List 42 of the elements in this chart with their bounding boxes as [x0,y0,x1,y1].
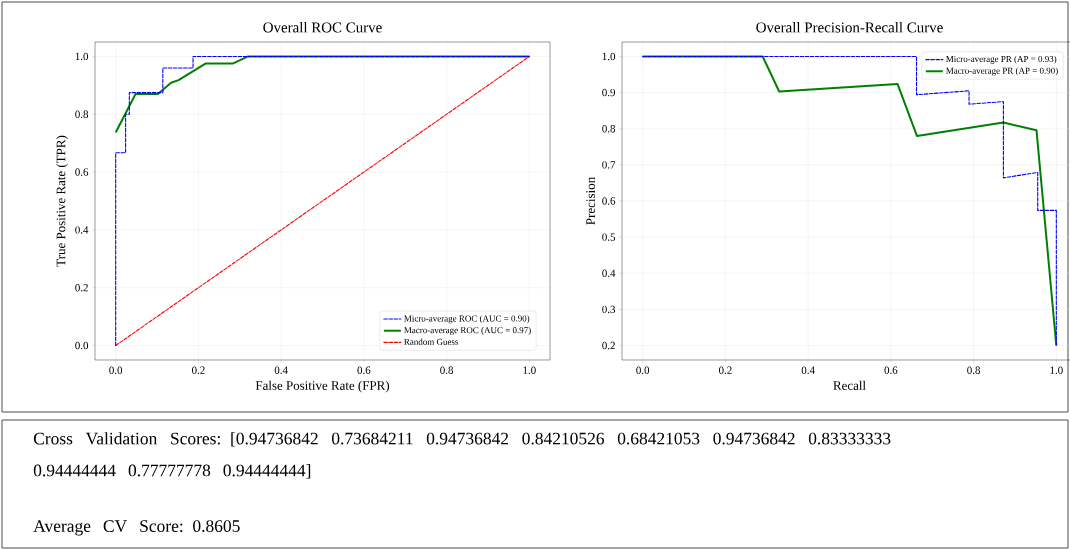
y-tick-label: 0.5 [602,233,616,241]
y-tick-label: 0.6 [75,168,89,176]
x-axis-title: Recall [833,380,866,390]
y-tick-label: 0.4 [602,269,616,277]
x-axis-title: False Positive Rate (FPR) [255,380,390,393]
chart-title: Overall ROC Curve [263,21,382,33]
x-tick-label: 0.0 [109,366,123,374]
y-tick-label: 0.0 [75,341,89,350]
x-tick-label: 1.0 [523,366,536,374]
x-tick-label: 0.2 [191,366,205,374]
x-tick-label: 0.8 [440,366,454,374]
y-tick-label: 0.2 [602,341,615,350]
legend-label: Micro-average PR (AP = 0.93) [946,55,1057,64]
x-tick-label: 0.8 [967,366,981,374]
y-tick-label: 0.7 [602,161,616,169]
text: Average CV Score: 0.8605 [33,520,240,536]
chart-title: Overall Precision-Recall Curve [756,21,943,33]
line-series [115,55,530,347]
legend-label: Micro-average ROC (AUC = 0.90) [404,315,530,324]
legend-label: Random Guess [404,338,459,345]
x-tick-label: 0.4 [801,366,815,374]
y-tick-label: 1.0 [602,52,616,61]
y-tick-label: 0.8 [602,125,616,133]
x-tick-label: 1.0 [1050,366,1063,374]
line-series [114,55,531,134]
y-tick-label: 0.2 [75,284,88,292]
y-tick-label: 1.0 [75,52,89,61]
y-tick-label: 0.6 [602,197,616,205]
x-tick-label: 0.6 [357,366,371,374]
legend-label: Macro-average PR (AP = 0.90) [946,67,1058,76]
x-tick-label: 0.4 [274,366,288,374]
y-axis-title: True Positive Rate (TPR) [56,135,68,267]
legend-label: Macro-average ROC (AUC = 0.97) [404,326,531,336]
y-tick-label: 0.9 [602,88,616,97]
x-tick-label: 0.0 [636,366,650,374]
x-tick-label: 0.2 [718,366,732,374]
y-axis-title: Precision [586,177,595,225]
y-tick-label: 0.8 [75,110,89,118]
y-tick-label: 0.3 [602,305,616,314]
x-tick-label: 0.6 [884,366,898,374]
y-tick-label: 0.4 [75,226,89,234]
text: Cross Validation Scores: [0.94736842 0.73684211 0.94736842 0.84210526 0.68421053 0.94736842 0.83333333 0.94444444 0.77777778 0.94444444] [33,432,891,479]
